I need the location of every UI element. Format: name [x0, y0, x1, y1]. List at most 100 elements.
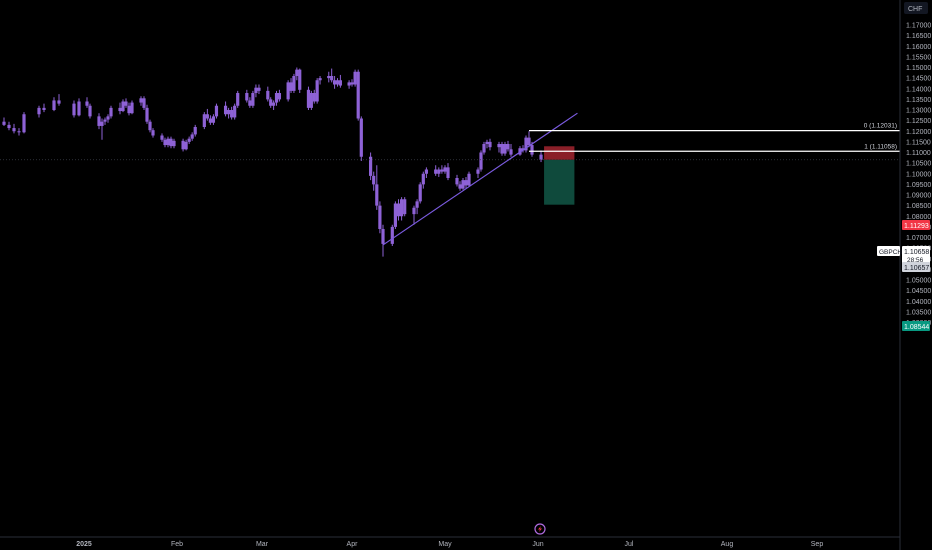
candle[interactable] [77, 98, 81, 117]
candle[interactable] [193, 124, 197, 137]
candle[interactable] [476, 167, 480, 178]
candle[interactable] [2, 117, 6, 126]
candle[interactable] [393, 201, 397, 229]
candle[interactable] [375, 165, 379, 210]
candle[interactable] [461, 178, 465, 190]
candle[interactable] [85, 97, 89, 108]
candle[interactable] [160, 133, 164, 142]
candle[interactable] [254, 84, 258, 98]
candle[interactable] [434, 165, 438, 176]
candle[interactable] [327, 71, 331, 83]
candle[interactable] [223, 101, 228, 117]
candle[interactable] [318, 76, 322, 85]
candle[interactable] [100, 118, 104, 140]
candle[interactable] [97, 113, 101, 130]
candle[interactable] [338, 74, 342, 88]
candle[interactable] [539, 150, 543, 163]
candle[interactable] [440, 165, 444, 174]
candle[interactable] [148, 119, 152, 133]
candle[interactable] [467, 171, 471, 187]
plot-area[interactable] [2, 67, 543, 257]
candle[interactable] [211, 114, 216, 125]
candle[interactable] [521, 145, 525, 153]
candle[interactable] [52, 97, 56, 112]
candle[interactable] [272, 100, 276, 110]
candle[interactable] [347, 80, 351, 89]
candle[interactable] [455, 174, 459, 187]
candle[interactable] [312, 89, 316, 104]
candle[interactable] [396, 199, 401, 221]
candle[interactable] [464, 176, 468, 189]
candle[interactable] [202, 112, 206, 130]
take-profit-zone[interactable] [544, 159, 575, 205]
candle[interactable] [142, 96, 146, 110]
candle[interactable] [269, 97, 273, 108]
candle[interactable] [335, 78, 340, 87]
candle[interactable] [17, 128, 21, 136]
candle[interactable] [245, 89, 249, 103]
candle[interactable] [88, 103, 92, 119]
candle[interactable] [403, 197, 407, 217]
candle[interactable] [424, 167, 428, 178]
candle[interactable] [503, 141, 507, 156]
candle[interactable] [509, 144, 513, 157]
candle[interactable] [524, 135, 528, 153]
candle[interactable] [106, 114, 110, 123]
candle[interactable] [485, 139, 489, 149]
candle[interactable] [289, 78, 293, 93]
price-axis[interactable]: 1.17000 1.16500 1.16000 1.15500 1.15000 1.145… [906, 23, 931, 328]
candle[interactable] [437, 167, 441, 177]
lightning-event-icon[interactable] [534, 523, 546, 535]
candle[interactable] [208, 115, 212, 125]
candle[interactable] [330, 68, 334, 83]
candle[interactable] [22, 112, 26, 134]
candle[interactable] [412, 205, 416, 225]
candle[interactable] [400, 197, 404, 221]
trendline[interactable] [382, 112, 578, 246]
candle[interactable] [37, 105, 41, 118]
candle[interactable] [274, 90, 279, 106]
candle[interactable] [372, 171, 376, 191]
candle[interactable] [506, 140, 510, 152]
candle[interactable] [266, 86, 270, 102]
candle[interactable] [190, 132, 194, 141]
candle[interactable] [214, 103, 219, 119]
candle[interactable] [378, 201, 382, 234]
candle[interactable] [145, 104, 149, 124]
candle[interactable] [139, 96, 143, 106]
candle[interactable] [286, 80, 290, 102]
candle[interactable] [482, 141, 486, 155]
candle[interactable] [479, 150, 483, 172]
candle[interactable] [72, 100, 76, 118]
candle[interactable] [458, 181, 462, 191]
candle[interactable] [103, 117, 107, 125]
candle[interactable] [295, 67, 299, 81]
candle[interactable] [42, 103, 46, 113]
candle[interactable] [381, 224, 385, 257]
candle[interactable] [124, 98, 128, 108]
candle[interactable] [421, 171, 425, 189]
candle[interactable] [187, 136, 191, 144]
candle[interactable] [230, 106, 234, 120]
candle[interactable] [12, 123, 16, 134]
candle[interactable] [127, 102, 131, 116]
candle[interactable] [315, 78, 319, 104]
candle[interactable] [172, 138, 176, 149]
candle[interactable] [169, 136, 173, 149]
candle[interactable] [130, 100, 134, 115]
candle[interactable] [184, 139, 188, 151]
candle[interactable] [446, 163, 450, 181]
candle[interactable] [121, 99, 125, 113]
candle[interactable] [369, 152, 373, 181]
candle[interactable] [7, 121, 11, 131]
candle[interactable] [500, 141, 504, 156]
candle[interactable] [390, 224, 394, 246]
candle[interactable] [418, 182, 422, 204]
candle[interactable] [356, 69, 360, 121]
candle[interactable] [359, 116, 363, 161]
candle[interactable] [488, 138, 492, 151]
candle[interactable] [227, 107, 231, 119]
candle[interactable] [151, 128, 155, 138]
candle[interactable] [166, 136, 170, 148]
